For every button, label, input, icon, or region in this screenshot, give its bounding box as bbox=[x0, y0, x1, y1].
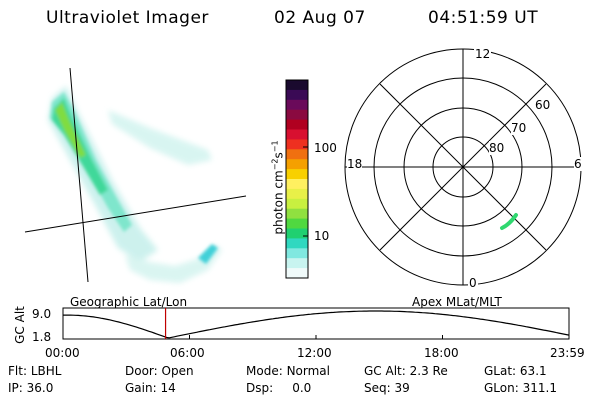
colorbar-segment bbox=[286, 80, 308, 91]
info-gain: Gain: 14 bbox=[125, 381, 176, 395]
colorbar-segment bbox=[286, 218, 308, 229]
time-tick-1800: 18:00 bbox=[424, 346, 459, 360]
info-ip: IP: 36.0 bbox=[8, 381, 54, 395]
colorbar-segment bbox=[286, 99, 308, 111]
instrument-title: Ultraviolet Imager bbox=[46, 8, 209, 28]
colorbar-segment bbox=[286, 208, 308, 220]
colorbar-segment bbox=[286, 109, 308, 121]
colorbar-segment bbox=[286, 238, 308, 249]
mlt-label-6: 6 bbox=[574, 157, 582, 171]
colorbar-tick-100: 100 bbox=[314, 141, 337, 155]
colorbar-segment bbox=[286, 268, 308, 279]
altitude-tick-max: 9.0 bbox=[32, 307, 52, 321]
info-flt: Flt: LBHL bbox=[8, 364, 62, 378]
altitude-axis-label: GC Alt bbox=[13, 306, 27, 344]
colorbar-segment bbox=[286, 159, 308, 170]
mlt-label-12: 12 bbox=[474, 47, 492, 61]
time-tick-0000: 00:00 bbox=[45, 346, 80, 360]
colorbar-segment bbox=[286, 89, 308, 101]
colorbar-segment bbox=[286, 248, 308, 259]
info-glat: GLat: 63.1 bbox=[484, 364, 547, 378]
colorbar-segment bbox=[286, 258, 308, 269]
colorbar-segment bbox=[286, 139, 308, 150]
colorbar-segment bbox=[286, 228, 308, 239]
time-tick-0600: 06:00 bbox=[170, 346, 205, 360]
mlt-label-18: 18 bbox=[347, 157, 363, 171]
colorbar-frame bbox=[285, 79, 309, 279]
time-tick-2359: 23:59 bbox=[550, 346, 585, 360]
colorbar-segment bbox=[286, 179, 308, 190]
apex-panel-label: Apex MLat/MLT bbox=[412, 295, 502, 309]
mlat-label-80: 80 bbox=[489, 141, 505, 155]
geographic-panel-label: Geographic Lat/Lon bbox=[70, 295, 188, 309]
colorbar-segment bbox=[286, 119, 308, 130]
mlat-label-60: 60 bbox=[535, 98, 551, 112]
mlat-label-70: 70 bbox=[511, 121, 527, 135]
colorbar-segment bbox=[286, 198, 308, 210]
info-door: Door: Open bbox=[125, 364, 194, 378]
colorbar-segment bbox=[286, 129, 308, 140]
image-time: 04:51:59 UT bbox=[428, 8, 539, 28]
altitude-tick-min: 1.8 bbox=[32, 330, 52, 344]
info-glon: GLon: 311.1 bbox=[484, 381, 557, 395]
image-date: 02 Aug 07 bbox=[274, 8, 366, 28]
colorbar-segment bbox=[286, 188, 308, 200]
info-mode: Mode: Normal bbox=[246, 364, 330, 378]
mlt-label-0: 0 bbox=[468, 276, 478, 290]
time-tick-1200: 12:00 bbox=[297, 346, 332, 360]
info-seq: Seq: 39 bbox=[364, 381, 410, 395]
info-dsp: Dsp: 0.0 bbox=[246, 381, 312, 395]
colorbar-tick-10: 10 bbox=[314, 229, 330, 243]
colorbar-segment bbox=[286, 169, 308, 180]
info-gc-alt: GC Alt: 2.3 Re bbox=[364, 364, 448, 378]
colorbar-segment bbox=[286, 149, 308, 160]
